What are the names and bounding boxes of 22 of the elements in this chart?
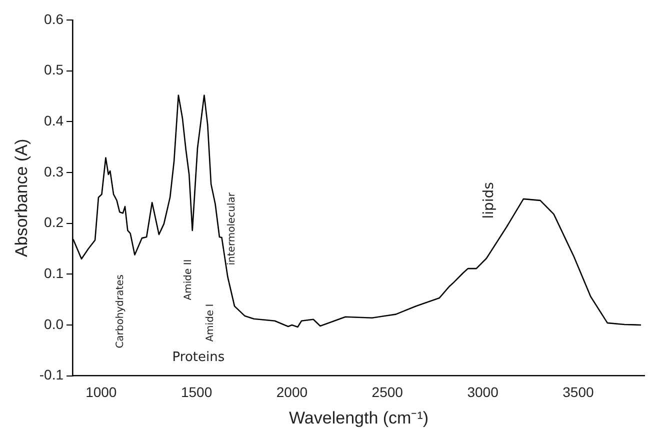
- y-tick-label: 0.2: [44, 214, 64, 230]
- y-tick-label: 0.5: [44, 62, 64, 78]
- annotation: lipids: [480, 182, 497, 219]
- annotation: Proteins: [172, 350, 225, 366]
- y-tick-label: 0.0: [44, 316, 64, 332]
- annotation: Amide II: [182, 259, 194, 300]
- y-tick-label: 0.3: [44, 163, 64, 180]
- annotation: Amide I: [205, 304, 216, 342]
- annotation: Carbohydrates: [115, 274, 126, 348]
- x-tick-label: 1000: [86, 384, 117, 400]
- x-tick-label: 1500: [180, 384, 212, 400]
- y-tick-label: 0.6: [44, 10, 64, 27]
- x-tick-label: 2500: [372, 384, 404, 400]
- y-tick-label: 0.1: [44, 265, 64, 281]
- x-tick-label: 2000: [276, 384, 308, 400]
- x-tick-label: 3000: [467, 384, 499, 400]
- annotation: intermolecular: [226, 192, 238, 266]
- y-tick-label: 0.4: [44, 112, 64, 129]
- x-tick-label: 3500: [562, 384, 594, 400]
- y-tick-label: -0.1: [39, 366, 64, 383]
- x-axis-title: Wavelength (cm⁻¹): [289, 408, 429, 428]
- y-axis-title: Absorbance (A): [12, 138, 31, 257]
